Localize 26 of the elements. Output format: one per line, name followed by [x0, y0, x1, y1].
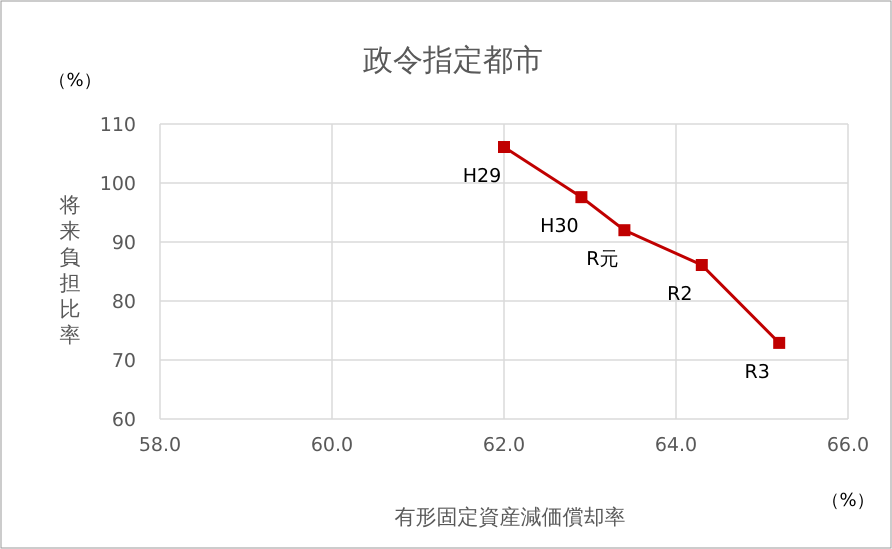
- point: [498, 141, 510, 154]
- x-tick-label: 60.0: [310, 434, 354, 456]
- y-tick-label: 70: [112, 350, 136, 372]
- point: [696, 259, 708, 272]
- point: [773, 336, 786, 349]
- x-tick-label: 62.0: [482, 434, 526, 456]
- point: [575, 191, 588, 204]
- annotation: R3: [744, 360, 770, 383]
- text: （%）: [821, 490, 875, 511]
- y-tick-label: 110: [100, 114, 136, 136]
- y-tick-label: 90: [112, 232, 136, 254]
- point: [618, 224, 630, 236]
- y-axis-title: 将来負担比率: [58, 193, 80, 347]
- x-tick-label: 66.0: [826, 434, 870, 456]
- x-axis-title: 有形固定資産減価償却率: [394, 505, 626, 529]
- y-tick-label: 80: [112, 291, 136, 313]
- y-tick-label: 60: [112, 409, 136, 431]
- x-tick-label: 64.0: [654, 434, 698, 456]
- y-tick-label: 100: [100, 173, 136, 195]
- annotation: R2: [667, 283, 692, 306]
- annotation: H29: [462, 165, 502, 188]
- annotation: R元: [586, 248, 618, 270]
- x-tick-label: 58.0: [138, 434, 182, 456]
- annotation: H30: [540, 215, 579, 238]
- chart-title: 政令指定都市: [363, 43, 543, 78]
- text: （%）: [48, 70, 102, 91]
